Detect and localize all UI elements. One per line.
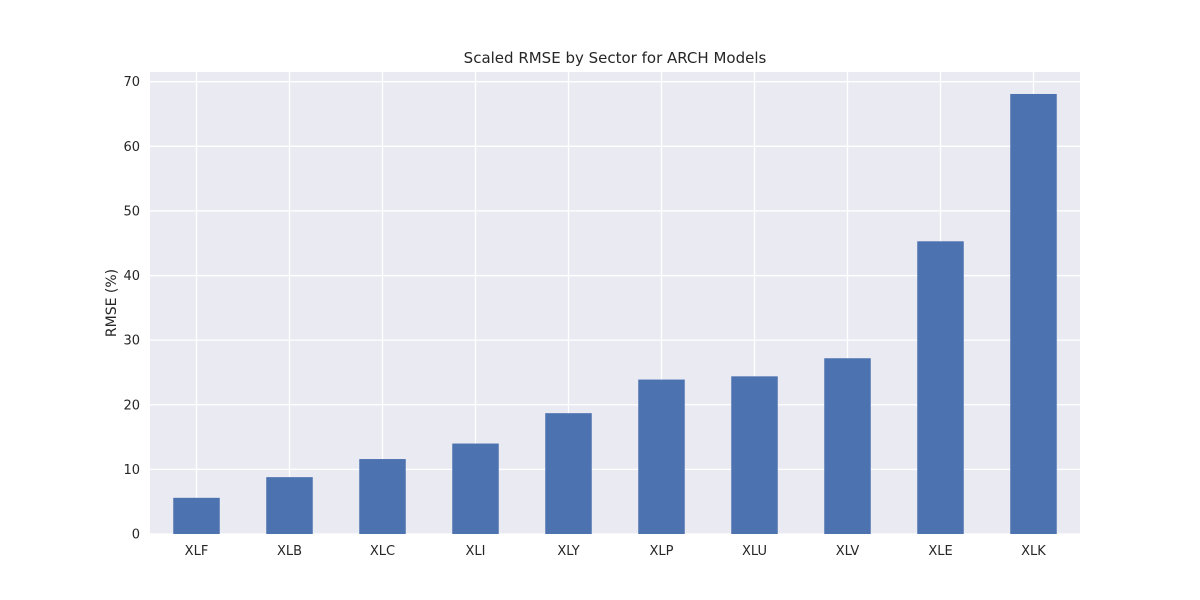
bar-xlu [731, 376, 778, 534]
x-tick-labels: XLF XLB XLC XLI XLY XLP XLU XLV XLE XLK [185, 544, 1047, 559]
bars [173, 93, 1057, 535]
bar-xly [545, 413, 592, 534]
x-tick-label: XLB [277, 544, 302, 559]
x-tick-label: XLP [650, 544, 674, 559]
chart-title: Scaled RMSE by Sector for ARCH Models [464, 49, 767, 67]
y-tick-label: 0 [132, 528, 140, 543]
x-tick-label: XLC [370, 544, 395, 559]
x-tick-label: XLI [466, 544, 486, 559]
y-tick-label: 40 [123, 269, 140, 284]
grid-lines [150, 72, 1080, 535]
bar-xlk [1010, 93, 1057, 534]
y-axis-label: RMSE (%) [104, 269, 120, 337]
bar-xle [917, 241, 964, 535]
y-tick-label: 70 [123, 75, 140, 90]
x-tick-label: XLY [557, 544, 579, 559]
x-tick-label: XLK [1021, 544, 1046, 559]
y-tick-label: 10 [123, 463, 140, 478]
x-tick-label: XLF [185, 544, 209, 559]
x-tick-label: XLV [836, 544, 860, 559]
x-tick-label: XLE [928, 544, 952, 559]
bar-xli [452, 443, 499, 534]
bar-xlf [173, 497, 220, 534]
bar-xlc [359, 459, 406, 534]
y-tick-label: 20 [123, 398, 140, 413]
y-tick-label: 60 [123, 140, 140, 155]
y-tick-label: 30 [123, 334, 140, 349]
bar-xlp [638, 379, 685, 534]
y-tick-labels: 0 10 20 30 40 50 60 70 [123, 75, 140, 542]
y-tick-label: 50 [123, 204, 140, 219]
bar-xlb [266, 477, 313, 534]
x-tick-label: XLU [742, 544, 767, 559]
bar-xlv [824, 358, 871, 534]
